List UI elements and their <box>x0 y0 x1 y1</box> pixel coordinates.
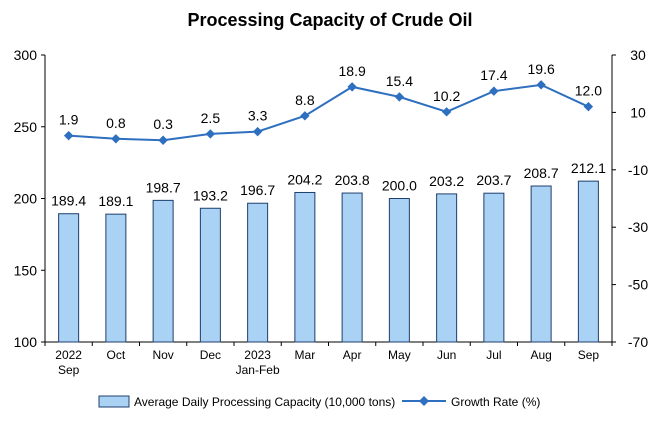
bar-value-label: 193.2 <box>193 187 228 203</box>
bar <box>341 192 363 343</box>
left-tick-label: 300 <box>14 47 38 63</box>
bar <box>152 199 174 343</box>
x-tick-label: 2023 <box>244 348 271 362</box>
legend: Average Daily Processing Capacity (10,00… <box>98 395 540 409</box>
x-tick-label: Apr <box>343 348 362 362</box>
bar <box>105 213 127 343</box>
bar <box>483 192 505 343</box>
x-tick-label: Nov <box>152 348 173 362</box>
line-value-label: 0.3 <box>153 116 173 132</box>
bar <box>436 193 458 343</box>
right-tick-label: 10 <box>630 104 646 120</box>
bar-value-label: 203.7 <box>476 172 511 188</box>
line-value-label: 18.9 <box>339 63 366 79</box>
bar-value-label: 198.7 <box>146 179 181 195</box>
line-value-label: 1.9 <box>59 112 79 128</box>
x-tick-label: Dec <box>200 348 221 362</box>
x-tick-label: Sep <box>58 363 80 377</box>
right-tick-label: 30 <box>630 47 646 63</box>
x-tick-label: Jun <box>437 348 456 362</box>
left-tick-label: 100 <box>14 334 38 350</box>
x-tick-label: Mar <box>295 348 316 362</box>
line-point <box>583 101 594 112</box>
bar <box>199 207 221 343</box>
bar-value-label: 204.2 <box>287 171 322 187</box>
line-point <box>441 107 452 117</box>
bar-value-label: 189.4 <box>51 193 86 209</box>
legend-line-marker <box>419 396 429 406</box>
line-value-label: 10.2 <box>433 88 460 104</box>
bar-value-label: 189.1 <box>98 193 133 209</box>
line-value-label: 17.4 <box>480 67 507 83</box>
x-tick-label: Jul <box>486 348 501 362</box>
line-value-label: 8.8 <box>295 92 315 108</box>
left-tick-label: 200 <box>14 191 38 207</box>
bar-value-label: 200.0 <box>382 178 417 194</box>
left-axis: 100 150 200 250 300 <box>14 47 46 350</box>
line-value-label: 12.0 <box>575 83 602 99</box>
line-point <box>111 134 121 144</box>
bar <box>58 213 80 343</box>
right-tick-label: -30 <box>628 219 648 235</box>
bar <box>294 191 316 343</box>
x-tick-label: Oct <box>107 348 126 362</box>
line-value-label: 3.3 <box>248 108 268 124</box>
x-tick-label: Sep <box>578 348 600 362</box>
line-value-label: 19.6 <box>528 61 555 77</box>
bar-value-label: 196.7 <box>240 182 275 198</box>
right-tick-label: -10 <box>628 162 648 178</box>
legend-bar-label: Average Daily Processing Capacity (10,00… <box>134 395 395 409</box>
line-point <box>205 129 216 139</box>
line-point <box>489 86 499 96</box>
legend-bar-swatch <box>98 395 130 408</box>
bar <box>530 185 552 343</box>
x-tick-label: 2022 <box>55 348 82 362</box>
chart-title: Processing Capacity of Crude Oil <box>187 10 472 30</box>
data-labels: 189.4 189.1 198.7 193.2 196.7 204.2 203.8 200.0… <box>51 61 606 209</box>
line-value-label: 15.4 <box>386 73 413 89</box>
left-tick-label: 250 <box>14 119 38 135</box>
line-point <box>536 80 546 90</box>
line-point <box>300 111 310 121</box>
bar-value-label: 203.2 <box>429 173 464 189</box>
bar <box>388 198 410 343</box>
line-value-label: 0.8 <box>106 115 126 131</box>
right-tick-label: -50 <box>628 277 648 293</box>
bar <box>247 202 269 343</box>
line-value-label: 2.5 <box>201 110 221 126</box>
legend-line-label: Growth Rate (%) <box>451 395 540 409</box>
line-point <box>347 82 357 92</box>
growth-line <box>68 83 589 142</box>
line-point <box>252 126 263 137</box>
left-tick-label: 150 <box>14 262 38 278</box>
x-tick-label: Jan-Feb <box>236 363 280 377</box>
bar <box>577 180 599 343</box>
right-tick-label: -70 <box>628 334 648 350</box>
line-series <box>63 80 594 145</box>
bar-series <box>58 180 599 343</box>
x-tick-label: Aug <box>530 348 551 362</box>
right-axis: -70 -50 -30 -10 10 30 <box>611 47 648 350</box>
line-point <box>394 92 405 102</box>
line-point <box>158 135 168 145</box>
bar-value-label: 212.1 <box>571 160 606 176</box>
bar-value-label: 208.7 <box>524 165 559 181</box>
x-tick-label: May <box>388 348 411 362</box>
bar-value-label: 203.8 <box>335 172 370 188</box>
line-point <box>63 130 74 141</box>
